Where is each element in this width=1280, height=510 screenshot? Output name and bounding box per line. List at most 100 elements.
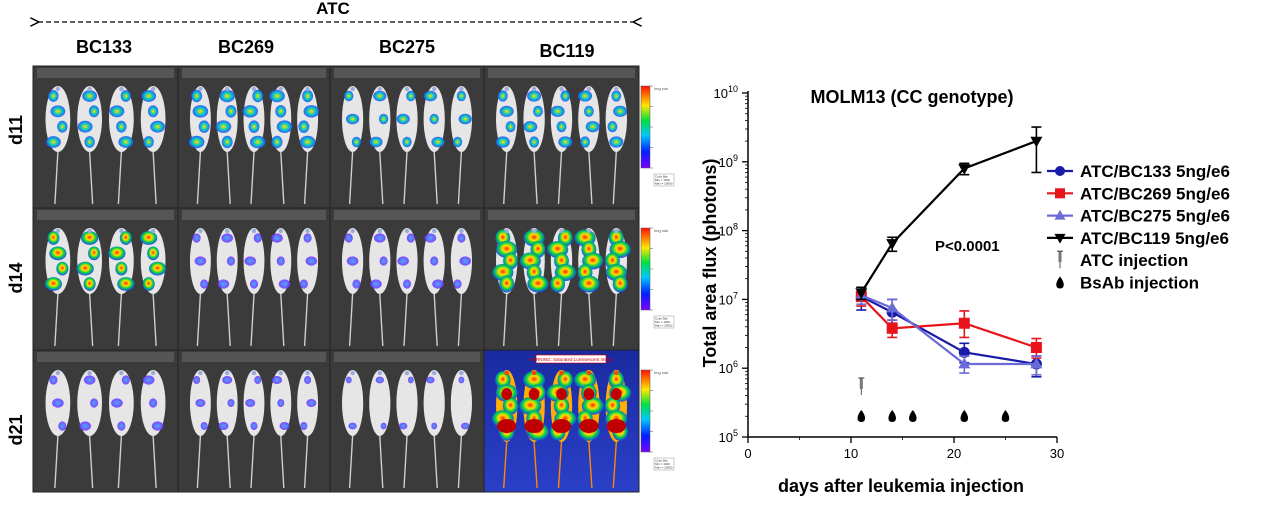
signal-blob: [348, 422, 357, 430]
mouse-tail: [280, 435, 285, 489]
mouse-tail: [348, 435, 354, 489]
mouse-nose: [251, 228, 257, 234]
column-label-bc133: BC133: [76, 37, 132, 57]
mouse-tail: [88, 151, 94, 205]
signal-blob: [551, 419, 572, 433]
y-tick-label: 1010: [714, 84, 738, 101]
mouse-nose: [350, 86, 355, 92]
mouse-tail: [303, 293, 309, 347]
mouse-nose: [278, 370, 283, 376]
mouse: [243, 228, 265, 347]
mouse-nose: [225, 370, 230, 376]
mouse-tail: [348, 151, 354, 205]
signal-blob: [574, 371, 597, 389]
mouse-tail: [250, 293, 255, 347]
mouse-body: [341, 370, 364, 436]
signal-blob: [52, 398, 64, 408]
signal-blob: [426, 376, 435, 384]
signal-blob: [374, 233, 386, 243]
droplet-icon: [960, 410, 969, 422]
mouse-nose: [504, 370, 509, 376]
y-tick-label: 107: [719, 290, 738, 307]
mouse-nose: [559, 228, 564, 234]
syringe-icon: [1057, 250, 1063, 269]
data-point: [886, 239, 899, 250]
signal-blob: [221, 135, 233, 149]
signal-blob: [302, 89, 314, 103]
mouse-tail: [226, 293, 231, 347]
mouse: [546, 370, 577, 489]
signal-blob: [396, 113, 410, 125]
signal-blob: [50, 105, 66, 118]
mouse-nose: [459, 228, 464, 234]
row-label-d21: d21: [6, 414, 26, 445]
mouse: [369, 370, 391, 489]
signal-blob: [191, 89, 203, 103]
mouse: [270, 370, 292, 489]
legend-label: ATC/BC133 5ng/e6: [1080, 162, 1230, 181]
signal-blob: [140, 231, 158, 245]
signal-blob: [499, 275, 515, 293]
mouse-tail: [117, 435, 123, 489]
signal-blob: [523, 121, 538, 133]
signal-blob: [375, 376, 384, 384]
y-axis-label: Total area flux (photons): [700, 159, 720, 368]
mouse-nose: [198, 228, 203, 234]
mouse-nose: [614, 86, 619, 92]
mouse-nose: [119, 86, 124, 92]
signal-blob: [585, 121, 600, 133]
atc-header: ATC: [316, 0, 350, 18]
stage-bar: [182, 352, 326, 362]
mouse-body: [108, 86, 134, 152]
mouse-nose: [377, 370, 382, 376]
mouse-tail: [433, 151, 438, 205]
signal-blob: [249, 279, 259, 289]
mouse: [450, 228, 473, 347]
stage-bar: [37, 210, 174, 220]
signal-blob: [370, 279, 382, 289]
mouse: [45, 370, 71, 489]
signal-blob: [276, 256, 285, 266]
x-tick-label: 10: [844, 446, 858, 461]
signal-blob: [351, 136, 362, 148]
legend-entry: ATC/BC269 5ng/e6: [1047, 184, 1230, 203]
mouse: [297, 228, 319, 347]
mouse-nose: [55, 370, 61, 376]
signal-blob: [218, 422, 229, 430]
syringe-barrel: [1058, 251, 1062, 263]
signal-blob: [606, 419, 626, 433]
series: [855, 126, 1043, 301]
signal-blob: [151, 421, 164, 431]
imaging-tile: [483, 207, 640, 351]
mouse-nose: [586, 370, 592, 376]
legend-entry: ATC injection: [1057, 250, 1188, 270]
stage-bar: [334, 210, 480, 220]
mouse: [492, 228, 518, 347]
signal-blob: [56, 261, 69, 276]
mouse-nose: [55, 86, 61, 92]
column-label-bc269: BC269: [218, 37, 274, 57]
signal-blob: [499, 105, 514, 117]
mouse-tail: [457, 435, 463, 489]
signal-blob: [407, 376, 414, 384]
mouse-nose: [150, 228, 156, 234]
signal-blob: [524, 419, 544, 433]
signal-blob: [242, 105, 259, 118]
mouse-tail: [88, 435, 94, 489]
signal-blob: [613, 105, 628, 117]
x-tick-label: 0: [744, 446, 751, 461]
signal-blob: [457, 233, 466, 243]
stage-bar: [334, 352, 480, 362]
signal-blob: [277, 399, 285, 407]
mouse-tail: [503, 441, 508, 489]
signal-blob: [579, 419, 599, 433]
signal-blob: [271, 233, 283, 243]
signal-blob: [48, 90, 59, 102]
mouse-nose: [404, 370, 410, 376]
signal-blob: [578, 90, 593, 102]
data-point: [1054, 209, 1066, 220]
mouse-tail: [557, 441, 563, 489]
signal-blob: [458, 113, 472, 125]
mouse-tail: [533, 293, 538, 347]
stage-bar: [37, 68, 174, 78]
